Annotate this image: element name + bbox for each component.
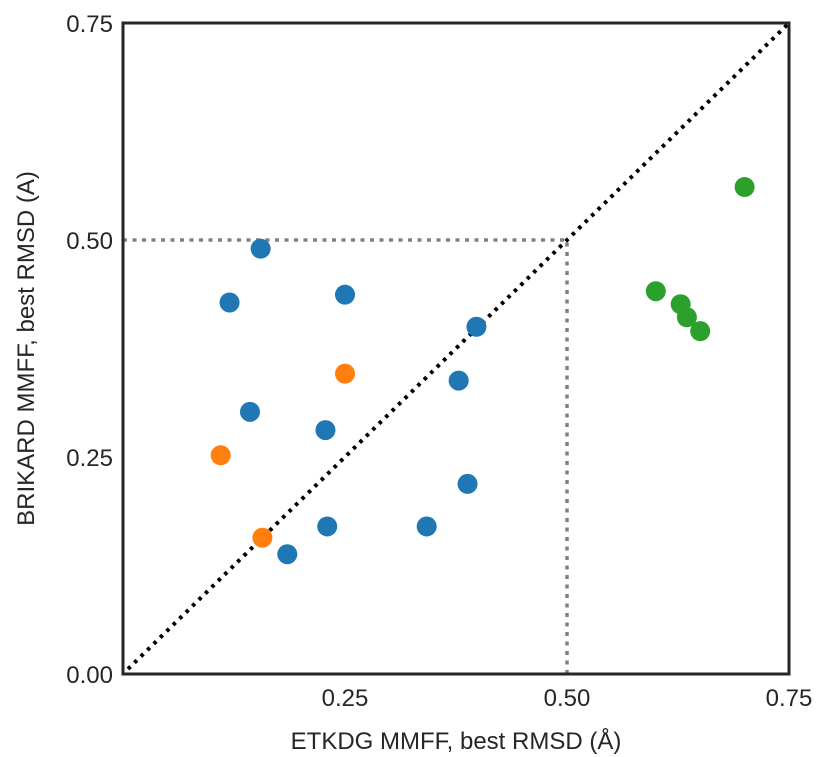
data-point-series-1 [457, 473, 478, 494]
data-point-series-1 [335, 284, 355, 305]
y-tick-labels: 0.00 0.25 0.50 0.75 [66, 11, 113, 689]
data-point-series-2 [335, 363, 355, 384]
data-point-series-1 [315, 420, 336, 441]
plot-frame [121, 21, 791, 676]
y-tick-label: 0.50 [66, 228, 113, 255]
reference-lines [123, 21, 791, 674]
data-point-series-1 [448, 370, 469, 391]
data-point-series-3 [734, 177, 755, 198]
x-tick-label: 0.75 [766, 685, 813, 712]
y-tick-label: 0.25 [66, 445, 113, 472]
data-point-series-1 [239, 401, 260, 422]
data-point-series-2 [252, 527, 273, 548]
data-point-series-3 [645, 281, 666, 302]
diagonal-reference-line [126, 21, 791, 671]
data-point-series-3 [690, 321, 711, 342]
x-axis-label: ETKDG MMFF, best RMSD (Å) [291, 727, 622, 755]
y-tick-label: 0.00 [66, 662, 113, 689]
y-tick-label: 0.75 [66, 11, 113, 38]
data-point-series-1 [219, 292, 240, 313]
x-tick-labels: 0.25 0.50 0.75 [322, 685, 813, 712]
data-point-series-1 [317, 516, 338, 537]
data-point-series-1 [416, 516, 437, 537]
x-tick-label: 0.25 [322, 685, 369, 712]
data-points [210, 177, 755, 565]
y-axis-label: BRIKARD MMFF, best RMSD (A) [13, 171, 40, 526]
data-point-series-1 [250, 238, 271, 259]
data-point-series-2 [210, 445, 231, 466]
data-point-series-3 [676, 307, 697, 328]
data-point-series-1 [277, 544, 298, 565]
data-point-series-1 [466, 316, 487, 337]
x-tick-label: 0.50 [544, 685, 591, 712]
